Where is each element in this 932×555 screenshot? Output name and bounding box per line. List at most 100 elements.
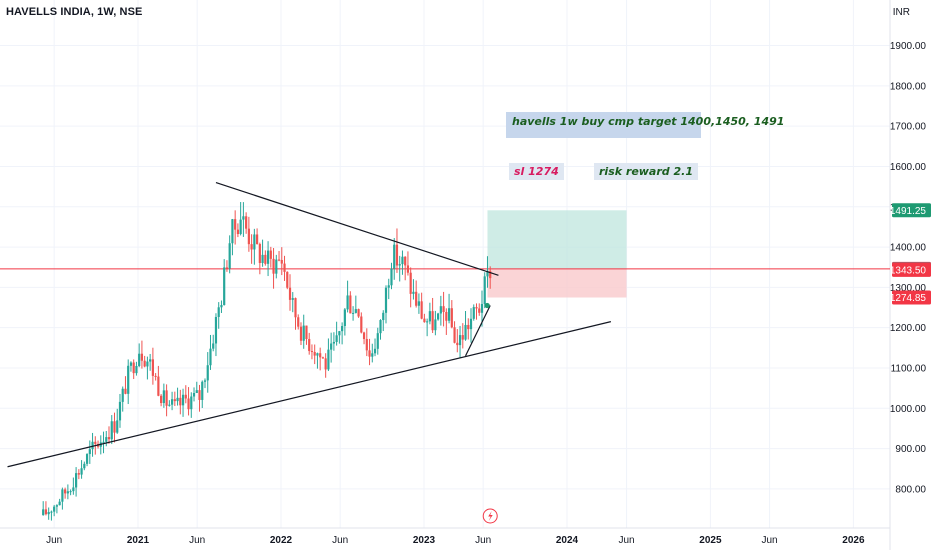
candle-body[interactable] [132,362,135,374]
candle-body[interactable] [324,358,327,370]
candle-body[interactable] [373,348,377,354]
candle-body[interactable] [483,276,486,304]
candle-body[interactable] [269,250,272,259]
candle-body[interactable] [64,489,67,494]
target-note[interactable]: havells 1w buy cmp target 1400,1450, 149… [506,112,784,138]
candle-body[interactable] [395,244,399,266]
candle-body[interactable] [231,219,234,244]
candle-body[interactable] [239,219,242,235]
candle-body[interactable] [330,343,333,350]
candle-body[interactable] [53,506,56,512]
candle-body[interactable] [264,254,267,264]
target-zone[interactable] [487,210,627,269]
candle-body[interactable] [253,234,256,250]
candle-body[interactable] [69,491,72,493]
candle-body[interactable] [313,351,316,356]
candle-body[interactable] [445,311,448,321]
candle-body[interactable] [464,324,467,340]
trendline-lower-support[interactable] [7,321,612,468]
candle-body[interactable] [272,258,275,274]
candle-body[interactable] [368,350,371,357]
price-label-target[interactable] [892,203,931,218]
candle-body[interactable] [283,263,286,272]
candle-body[interactable] [409,272,412,294]
candle-body[interactable] [308,338,311,352]
candle-body[interactable] [209,348,212,366]
stop-zone[interactable] [487,268,627,298]
candle-body[interactable] [343,309,346,327]
candle-body[interactable] [456,342,459,346]
candle-body[interactable] [387,285,390,288]
candle-body[interactable] [146,361,149,367]
candle-body[interactable] [431,311,434,331]
candle-body[interactable] [192,393,196,397]
candle-body[interactable] [195,390,198,394]
candle-body[interactable] [102,441,105,443]
candle-body[interactable] [275,259,278,274]
candle-body[interactable] [66,491,69,494]
candle-body[interactable] [127,365,130,394]
candle-body[interactable] [113,421,116,433]
candle-body[interactable] [439,306,442,314]
candle-body[interactable] [187,398,190,410]
candle-body[interactable] [478,308,481,313]
candle-body[interactable] [110,421,113,440]
candle-body[interactable] [236,229,240,235]
stoploss-note[interactable]: sl 1274 [509,163,564,180]
candle-body[interactable] [286,271,289,288]
candle-body[interactable] [277,259,281,261]
candle-body[interactable] [458,335,462,346]
candle-body[interactable] [379,320,382,334]
candle-body[interactable] [88,449,91,455]
candle-body[interactable] [94,441,97,444]
candle-body[interactable] [423,318,426,323]
candle-body[interactable] [217,307,220,317]
candle-body[interactable] [107,437,111,440]
candle-body[interactable] [351,312,355,314]
candle-body[interactable] [250,244,253,250]
candle-body[interactable] [398,264,401,266]
candle-body[interactable] [280,259,283,264]
trendline-short-rising[interactable] [464,305,491,357]
candle-body[interactable] [294,298,297,318]
candle-body[interactable] [151,359,154,376]
candle-body[interactable] [442,306,445,312]
candle-body[interactable] [44,509,48,515]
candle-body[interactable] [426,321,429,323]
candle-body[interactable] [321,357,325,359]
trendline-upper-resistance[interactable] [215,182,499,276]
candle-body[interactable] [299,326,303,341]
candle-body[interactable] [415,291,418,306]
candle-body[interactable] [461,335,464,340]
candle-body[interactable] [149,359,152,362]
candle-body[interactable] [91,441,94,450]
candle-body[interactable] [138,353,141,366]
candle-body[interactable] [382,312,385,321]
candle-body[interactable] [341,326,344,332]
candle-body[interactable] [129,362,133,366]
candle-body[interactable] [181,394,185,406]
candle-body[interactable] [223,267,226,306]
candle-body[interactable] [365,339,368,351]
candle-body[interactable] [225,267,229,269]
candle-body[interactable] [179,397,182,406]
candle-body[interactable] [310,351,314,353]
candle-body[interactable] [404,256,407,266]
candle-body[interactable] [434,319,437,331]
candle-body[interactable] [42,509,45,516]
candle-body[interactable] [437,313,440,320]
candle-body[interactable] [105,437,108,442]
candle-body[interactable] [234,219,237,230]
candle-body[interactable] [297,317,300,327]
candle-body[interactable] [50,511,53,513]
candle-body[interactable] [327,349,330,370]
candle-body[interactable] [124,388,127,394]
candle-body[interactable] [261,254,264,263]
candle-body[interactable] [302,325,305,341]
candle-body[interactable] [393,244,396,269]
candle-body[interactable] [173,399,176,402]
candle-body[interactable] [116,420,119,433]
candle-body[interactable] [258,244,261,263]
